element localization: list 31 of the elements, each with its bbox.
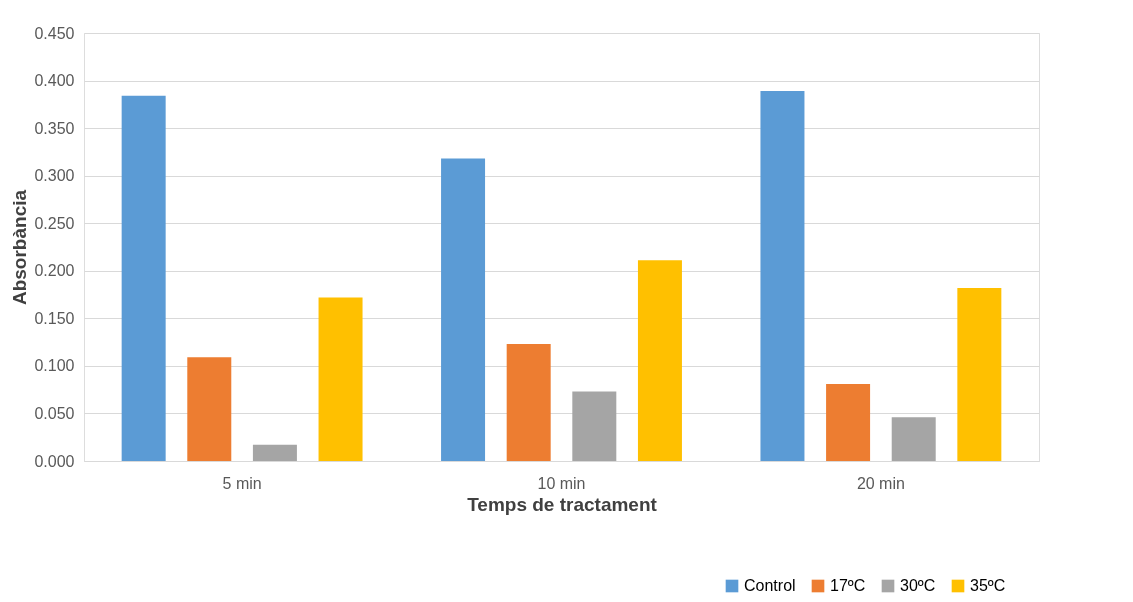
x-tick-label: 5 min	[222, 474, 262, 492]
y-tick-label: 0.100	[34, 357, 75, 375]
y-axis-title: Absorbància	[9, 189, 31, 306]
bar	[957, 287, 1002, 461]
bar	[121, 95, 166, 461]
y-tick-label: 0.250	[34, 214, 75, 232]
bar	[891, 417, 936, 461]
bar	[826, 383, 871, 461]
legend-label: 30ºC	[900, 577, 936, 594]
legend-label: 17ºC	[830, 577, 866, 594]
bar	[760, 91, 805, 461]
bar	[318, 297, 363, 461]
y-tick-label: 0.400	[34, 72, 75, 90]
y-tick-label: 0.050	[34, 404, 75, 422]
bar	[572, 391, 617, 461]
bar	[187, 357, 232, 461]
legend-label: 35ºC	[970, 577, 1006, 594]
y-tick-label: 0.450	[34, 24, 75, 42]
legend-label: Control	[744, 577, 796, 594]
bar	[441, 158, 486, 461]
y-tick-label: 0.350	[34, 119, 75, 137]
bar	[637, 260, 682, 461]
x-tick-label: 20 min	[856, 474, 905, 492]
y-tick-label: 0.150	[34, 309, 75, 327]
bar	[506, 344, 551, 461]
y-tick-label: 0.000	[34, 452, 75, 470]
y-tick-label: 0.300	[34, 167, 75, 185]
bar	[252, 444, 297, 461]
y-tick-label: 0.200	[34, 262, 75, 280]
x-tick-label: 10 min	[537, 474, 586, 492]
x-axis-title: Temps de tractament	[467, 493, 658, 515]
